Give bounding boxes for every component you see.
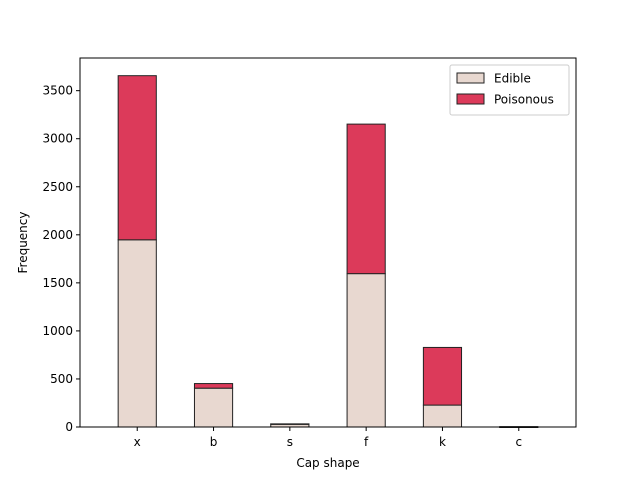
bar-poisonous-x (117, 75, 157, 241)
y-tick-label: 2000 (42, 228, 73, 242)
x-tick-label: b (210, 435, 218, 449)
y-tick-label: 500 (50, 372, 73, 386)
legend-label-edible: Edible (494, 72, 531, 86)
legend-swatch-poisonous (456, 93, 485, 105)
legend-swatch-edible (456, 72, 485, 84)
bars-layer (117, 75, 539, 428)
x-tick-label: x (134, 435, 141, 449)
legend: Edible Poisonous (449, 64, 570, 116)
bar-edible-x (117, 239, 157, 428)
legend-label-poisonous: Poisonous (494, 93, 554, 107)
y-axis-label: Frequency (16, 212, 30, 274)
bar-poisonous-s (270, 423, 310, 425)
y-tick-label: 0 (65, 420, 73, 434)
bar-poisonous-b (193, 383, 234, 389)
x-tick-label: f (364, 435, 369, 449)
plot-frame (79, 57, 577, 428)
y-axis-ticks: 0 500 1000 1500 2000 2500 3000 3500 (42, 84, 80, 434)
y-tick-label: 2500 (42, 180, 73, 194)
y-tick-label: 1000 (42, 324, 73, 338)
bar-edible-k (422, 404, 463, 428)
bar-poisonous-f (346, 123, 386, 275)
x-axis-label: Cap shape (296, 456, 359, 470)
bar-edible-b (193, 387, 234, 428)
y-tick-label: 3500 (42, 84, 73, 98)
bar-poisonous-k (422, 346, 463, 406)
bar-edible-f (346, 273, 386, 428)
x-tick-label: s (287, 435, 293, 449)
y-tick-label: 3000 (42, 132, 73, 146)
x-tick-label: k (439, 435, 446, 449)
x-tick-label: c (515, 435, 522, 449)
y-tick-label: 1500 (42, 276, 73, 290)
